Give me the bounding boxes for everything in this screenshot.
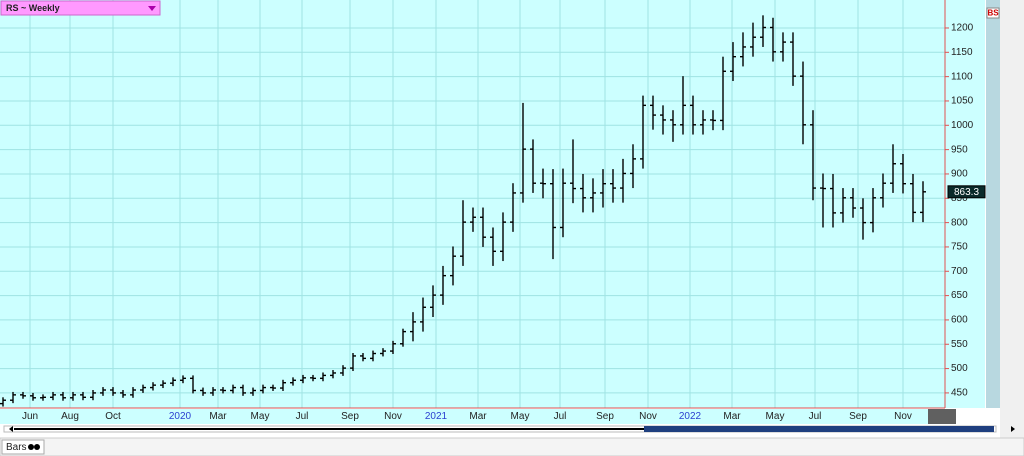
x-tick-label: Jul <box>554 411 567 422</box>
scroll-thumb[interactable] <box>644 426 994 432</box>
title-box[interactable] <box>0 0 161 16</box>
x-tick-label: Mar <box>209 411 227 422</box>
y-tick-label: 650 <box>951 290 968 301</box>
y-tick-label: 950 <box>951 144 968 155</box>
side-panel <box>986 0 1000 408</box>
x-tick-label: 2020 <box>169 411 192 422</box>
last-price-label: 863.3 <box>954 187 979 198</box>
tab-label[interactable]: Bars <box>6 442 27 453</box>
x-tick-label: Nov <box>384 411 402 422</box>
tab-icon <box>34 444 40 450</box>
x-tick-label: May <box>766 411 785 422</box>
chart-title: RS ~ Weekly <box>6 3 60 13</box>
y-tick-label: 700 <box>951 266 968 277</box>
x-tick-label: Oct <box>105 411 121 422</box>
x-tick-label: Nov <box>639 411 657 422</box>
y-tick-label: 850 <box>951 193 968 204</box>
y-tick-label: 1150 <box>951 47 973 58</box>
y-tick-label: 550 <box>951 339 968 350</box>
bars <box>0 15 926 407</box>
badge[interactable]: BS <box>987 9 999 18</box>
dropdown-arrow[interactable] <box>148 6 156 11</box>
x-tick-label: Aug <box>61 411 79 422</box>
plot-background <box>0 0 945 408</box>
y-tick-label: 1050 <box>951 96 974 107</box>
y-tick-label: 1100 <box>951 71 973 82</box>
x-tick-label: Sep <box>596 411 614 422</box>
grid <box>0 0 945 408</box>
y-tick-label: 1200 <box>951 23 974 34</box>
tab-icon <box>28 444 34 450</box>
x-tick-label: Jun <box>22 411 38 422</box>
corner <box>928 409 956 424</box>
axis-background <box>945 0 985 408</box>
y-tick-label: 750 <box>951 242 968 253</box>
x-tick-label: Sep <box>849 411 867 422</box>
x-tick-label: Sep <box>341 411 359 422</box>
y-tick-label: 900 <box>951 169 968 180</box>
x-tick-label: 2021 <box>425 411 448 422</box>
scroll-left[interactable] <box>9 426 13 432</box>
x-tick-label: May <box>511 411 530 422</box>
y-tick-label: 600 <box>951 315 968 326</box>
scroll-right[interactable] <box>1011 426 1015 432</box>
scroll-line <box>14 428 644 430</box>
x-tick-label: Jul <box>296 411 309 422</box>
x-tick-label: Mar <box>469 411 487 422</box>
badge-box[interactable] <box>986 7 1000 19</box>
x-tick-label: May <box>251 411 270 422</box>
last-price-box <box>947 185 986 199</box>
y-tick-label: 500 <box>951 363 968 374</box>
x-axis-band <box>0 409 945 424</box>
tab-bar <box>0 437 1024 456</box>
tab[interactable] <box>1 439 45 455</box>
x-tick-label: 2022 <box>679 411 702 422</box>
y-tick-label: 800 <box>951 217 968 228</box>
y-tick-label: 1000 <box>951 120 974 131</box>
y-tick-label: 450 <box>951 388 968 399</box>
x-tick-label: Jul <box>809 411 822 422</box>
frame <box>1000 0 1024 456</box>
x-tick-label: Mar <box>723 411 741 422</box>
x-tick-label: Nov <box>894 411 912 422</box>
